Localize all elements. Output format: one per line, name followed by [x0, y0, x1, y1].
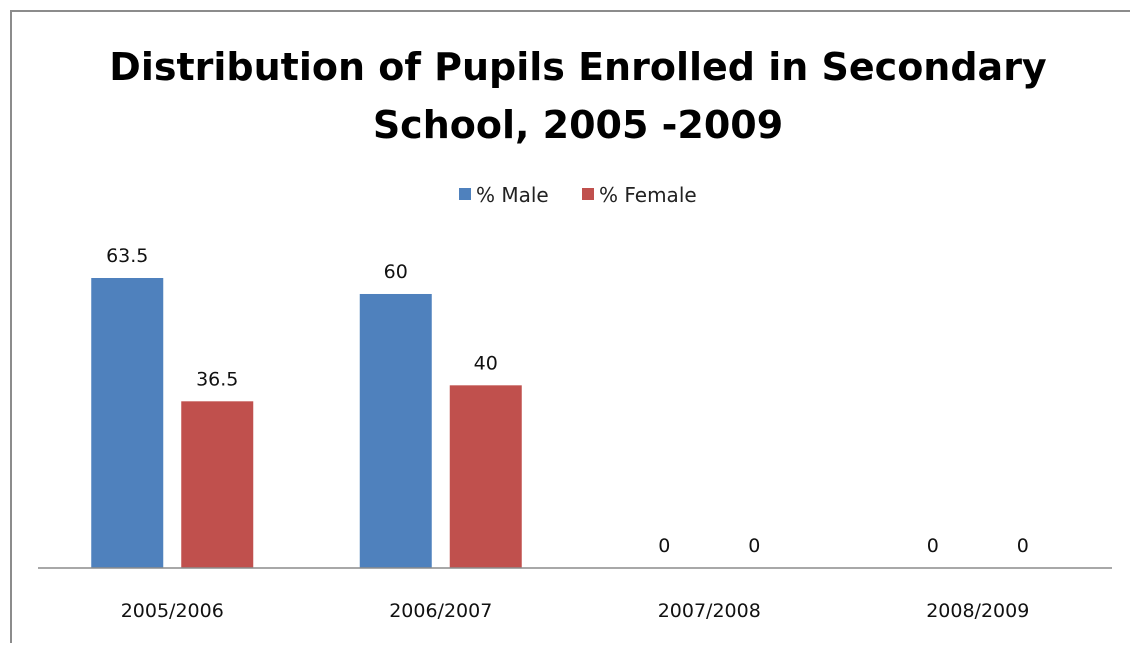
bar-female-2006-2007 — [449, 385, 522, 568]
legend-swatch-male — [459, 188, 471, 200]
legend-label-female: % Female — [599, 183, 697, 207]
legend-label-male: % Male — [476, 183, 549, 207]
x-tick-label-2006-2007: 2006/2007 — [389, 600, 492, 622]
plot-area: 63.5 36.5 2005/2006 60 40 2006/2007 0 0 2007/200… — [91, 245, 1029, 622]
chart-title-line-1: Distribution of Pupils Enrolled in Secon… — [109, 45, 1047, 89]
legend-swatch-female — [582, 188, 594, 200]
x-tick-label-2008-2009: 2008/2009 — [926, 600, 1029, 622]
data-label-male-2008-2009: 0 — [927, 535, 939, 557]
legend: % Male % Female — [459, 183, 697, 207]
data-label-male-2007-2008: 0 — [658, 535, 670, 557]
bar-male-2006-2007 — [359, 293, 432, 568]
data-label-female-2007-2008: 0 — [748, 535, 760, 557]
data-label-male-2005-2006: 63.5 — [106, 245, 148, 267]
data-label-female-2005-2006: 36.5 — [196, 368, 238, 390]
data-label-female-2008-2009: 0 — [1017, 535, 1029, 557]
chart-title-line-2: School, 2005 -2009 — [373, 103, 783, 147]
x-tick-label-2007-2008: 2007/2008 — [658, 600, 761, 622]
bar-female-2005-2006 — [181, 401, 254, 568]
x-tick-label-2005-2006: 2005/2006 — [121, 600, 224, 622]
data-label-female-2006-2007: 40 — [474, 352, 498, 374]
bar-male-2005-2006 — [91, 278, 164, 568]
data-label-male-2006-2007: 60 — [384, 261, 408, 283]
